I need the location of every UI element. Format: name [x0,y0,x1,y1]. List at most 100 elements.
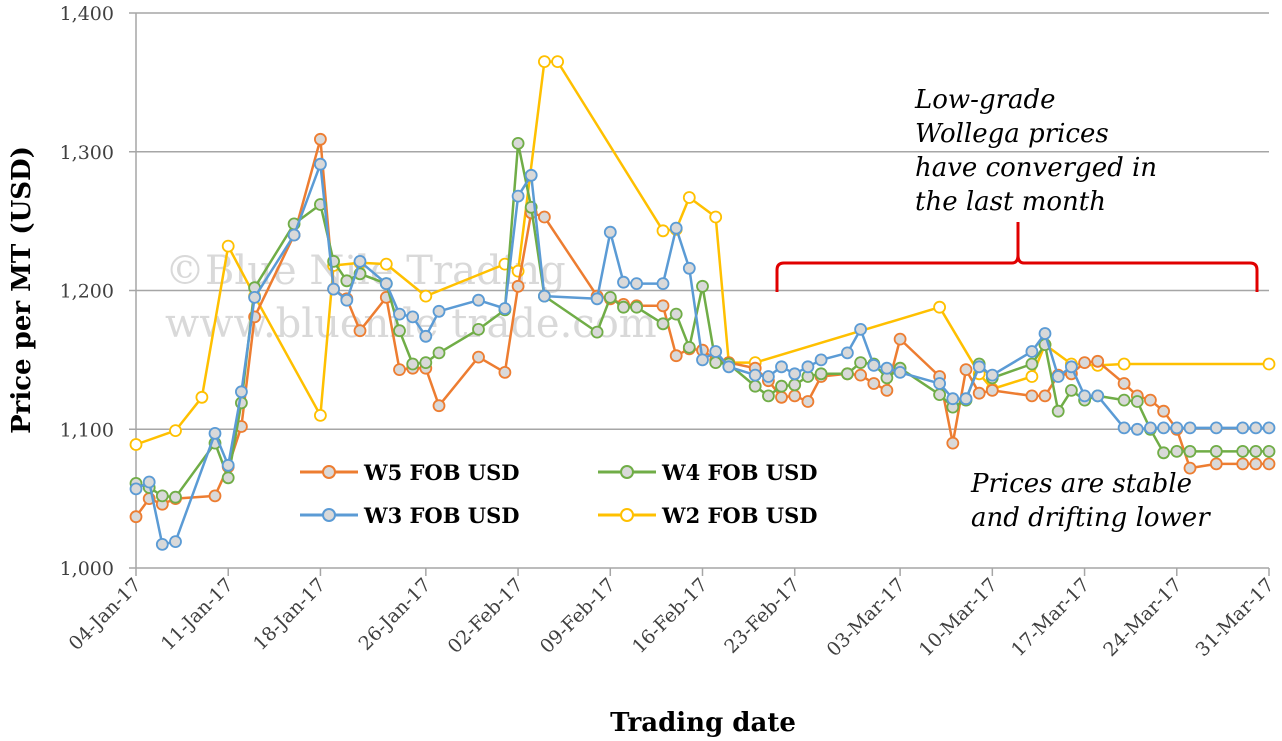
data-point-w5 [1183,461,1197,475]
data-point-w5 [788,389,802,403]
data-point-w3 [1038,327,1052,340]
annotation-bottom-line-1: Prices are stable [970,469,1192,499]
data-point-w5 [313,132,327,146]
data-point-w5 [669,349,683,363]
data-point-w5 [511,279,525,293]
data-point-w5 [1144,393,1157,407]
data-point-w3 [748,368,762,382]
data-point-w3 [630,277,643,291]
watermark-line-2: www.bluenile trade.com [165,301,657,347]
legend-marker-w2 [620,508,634,522]
data-point-w3 [353,254,367,268]
data-point-w3 [538,289,551,303]
data-point-w2 [933,300,946,314]
data-point-w4 [814,367,828,381]
data-point-w4 [155,489,169,503]
data-point-w3 [511,189,525,203]
data-point-w5 [985,383,999,397]
y-tick-label: 1,000 [60,558,114,580]
y-tick-label: 1,300 [60,142,114,164]
data-point-w4 [1130,395,1144,408]
data-point-w3 [841,346,854,360]
data-point-w3 [221,458,235,472]
data-point-w3 [524,168,538,182]
data-point-w4 [682,340,696,354]
data-point-w5 [498,365,512,379]
y-tick-labels: 1,000 1,100 1,200 1,300 1,400 [60,3,114,580]
data-point-w2 [221,239,235,253]
data-point-w4 [748,379,762,393]
data-point-w3 [603,225,617,239]
data-point-w5 [129,510,143,524]
data-point-w4 [511,136,525,150]
data-point-w3 [854,322,867,336]
data-point-w5 [1236,457,1250,471]
data-point-w4 [1065,383,1078,397]
x-tick-label: 03-Mar-17 [823,574,910,661]
annotation-bracket [775,222,1259,292]
data-point-w3 [696,353,709,367]
y-axis-title: Price per MT (USD) [7,146,37,434]
data-point-w3 [590,292,604,306]
data-point-w3 [880,361,894,375]
data-point-w2 [551,55,564,68]
data-point-w3 [340,293,354,307]
x-tick-labels: 04-Jan-17 11-Jan-17 18-Jan-17 26-Jan-17 02-F… [65,574,1279,661]
data-point-w4 [393,324,406,338]
x-tick-label: 10-Mar-17 [915,574,1002,661]
data-point-w5 [1157,404,1170,418]
data-point-w4 [617,300,630,314]
legend-label-w2: W2 FOB USD [661,503,817,528]
data-point-w3 [1091,389,1105,403]
annotation-top-line-1: Low-grade [914,85,1056,115]
annotation-top-line-3: have converged in [915,153,1157,183]
data-point-w4 [603,290,617,304]
data-point-w5 [801,395,815,408]
data-point-w5 [1117,377,1131,390]
data-point-w3 [762,370,775,383]
data-point-w3 [155,538,169,551]
data-point-w2 [709,210,723,224]
x-tick-label: 16-Feb-17 [628,574,712,658]
data-point-w3 [775,360,788,374]
data-point-w3 [867,358,881,372]
data-point-w4 [775,379,788,393]
data-point-w3 [1249,421,1263,435]
data-point-w3 [1130,422,1144,436]
data-point-w4 [1117,393,1131,407]
data-point-w4 [406,357,420,371]
data-point-w3 [985,368,999,382]
data-point-w5 [432,399,446,413]
data-point-w3 [393,307,406,321]
legend: W5 FOB USD W4 FOB USD W3 FOB USD W2 FOB … [300,460,817,528]
data-point-w5 [472,350,485,364]
x-tick-label: 23-Feb-17 [720,574,804,658]
data-point-w3 [1117,421,1131,435]
data-point-w4 [696,279,709,293]
data-point-w3 [722,360,736,374]
data-point-w4 [169,490,182,504]
legend-item-w2: W2 FOB USD [598,503,817,528]
x-tick-label: 09-Feb-17 [536,574,620,658]
data-point-w3 [287,228,301,242]
data-point-w4 [1157,446,1170,460]
data-point-w4 [709,356,723,370]
data-point-w3 [669,221,683,235]
data-point-w3 [432,304,446,318]
x-tick-label: 18-Jan-17 [249,574,330,655]
data-point-w3 [1183,421,1197,435]
data-point-w2 [1117,357,1131,371]
data-point-w3 [379,277,393,291]
legend-item-w5: W5 FOB USD [300,460,519,485]
data-point-w4 [1051,404,1065,418]
y-tick-label: 1,200 [60,281,114,303]
data-point-w5 [775,390,788,404]
legend-marker-w5 [322,465,336,479]
x-tick-label: 26-Jan-17 [354,574,435,655]
data-point-w4 [1262,444,1276,458]
data-point-w3 [1262,421,1276,435]
data-point-w3 [234,385,248,399]
data-point-w3 [419,329,433,343]
data-point-w2 [313,408,327,422]
data-point-w3 [972,360,986,374]
